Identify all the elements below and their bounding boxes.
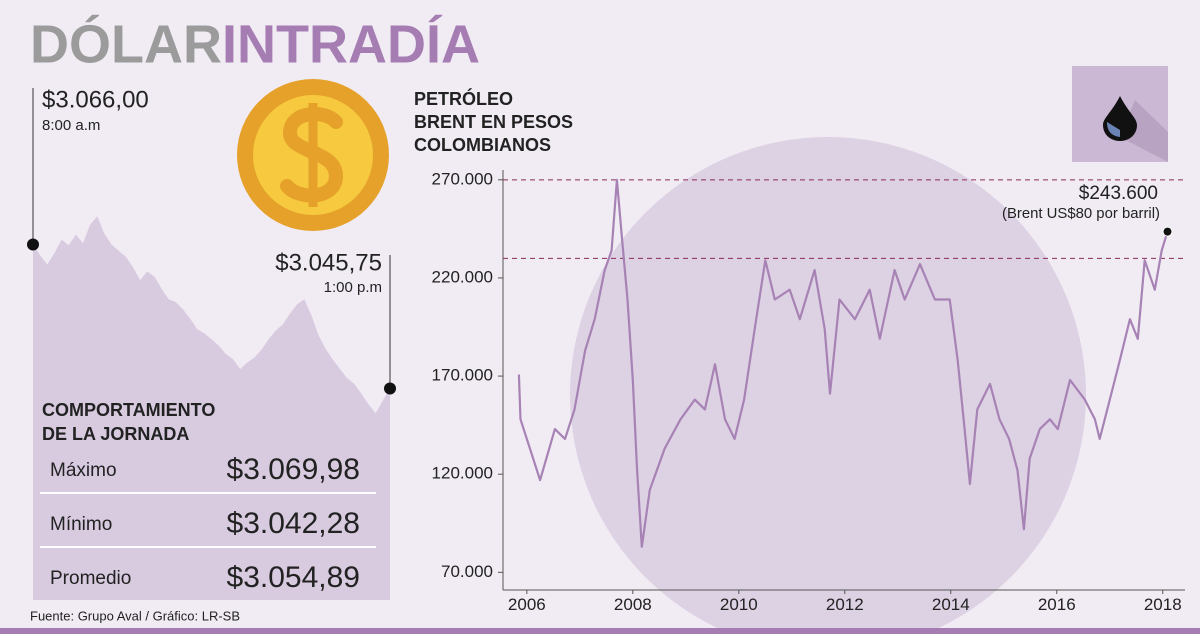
coin-icon [237, 79, 389, 231]
stats-title: COMPORTAMIENTO [42, 400, 215, 420]
source: Fuente: Grupo Aval / Gráfico: LR-SB [30, 608, 240, 623]
last-value-label: $243.600 [1079, 183, 1158, 204]
end-time: 1:00 p.m [324, 279, 382, 296]
bottom-band [0, 628, 1200, 634]
line-chart-title: COLOMBIANOS [414, 135, 551, 155]
stat-name: Máximo [50, 460, 117, 481]
y-tick-label: 120.000 [432, 464, 493, 483]
y-tick-label: 170.000 [432, 366, 493, 385]
oil-icon [1072, 66, 1168, 162]
x-tick-label: 2012 [826, 595, 864, 614]
start-dot [27, 238, 39, 251]
y-tick-label: 220.000 [432, 267, 493, 286]
x-tick-label: 2008 [614, 595, 652, 614]
x-tick-label: 2018 [1144, 595, 1182, 614]
y-tick-label: 70.000 [441, 562, 493, 581]
stat-value: $3.054,89 [227, 561, 360, 594]
end-dot [384, 382, 396, 395]
title-purple: INTRADÍA [222, 14, 480, 74]
end-value: $3.045,75 [275, 249, 382, 276]
last-value-note: (Brent US$80 por barril) [1002, 205, 1160, 222]
intraday-area [33, 216, 390, 601]
last-point [1162, 226, 1173, 237]
start-value: $3.066,00 [42, 86, 149, 113]
x-tick-label: 2016 [1038, 595, 1076, 614]
x-tick-label: 2006 [508, 595, 546, 614]
brent-line [517, 178, 1169, 548]
x-tick-label: 2014 [932, 595, 970, 614]
stat-value: $3.042,28 [227, 507, 360, 540]
title-gray: DÓLAR [30, 14, 222, 74]
stat-name: Promedio [50, 568, 131, 589]
line-chart-title: PETRÓLEO [414, 88, 513, 109]
start-time: 8:00 a.m [42, 117, 100, 134]
backdrop-circle [570, 137, 1086, 634]
y-tick-label: 270.000 [432, 169, 493, 188]
x-tick-label: 2010 [720, 595, 758, 614]
stat-name: Mínimo [50, 514, 112, 535]
stats-title: DE LA JORNADA [42, 424, 189, 444]
stat-value: $3.069,98 [227, 453, 360, 486]
oil-drop-shine [1107, 122, 1120, 137]
line-chart-title: BRENT EN PESOS [414, 112, 573, 132]
